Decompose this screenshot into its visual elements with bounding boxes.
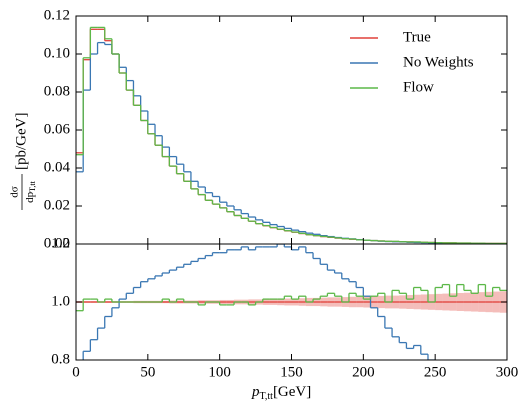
y-tick-label: 0.10	[44, 45, 70, 61]
plot-area	[76, 244, 507, 360]
ylabel-den-sub: T,tt	[28, 180, 37, 192]
plot-area	[76, 26, 507, 244]
frame	[75, 243, 508, 361]
legend-label: True	[403, 29, 431, 45]
y-axis-label: dσ dpT,tt [pb/GeV]	[9, 113, 37, 210]
y-tick-label: 0.06	[44, 121, 71, 137]
x-tick-label: 300	[496, 364, 519, 380]
y-tick-label: 0.02	[44, 197, 70, 213]
y-tick-label: 0.00	[44, 235, 70, 251]
legend-label: Flow	[403, 79, 434, 95]
frame	[75, 15, 508, 245]
x-axis-label: pT,tt[GeV]	[251, 384, 311, 402]
y-tick-label: 0.8	[51, 351, 70, 367]
xlabel-main: p	[251, 384, 260, 400]
legend-label: No Weights	[403, 54, 474, 70]
y-tick-label: 0.08	[44, 83, 70, 99]
x-tick-label: 100	[208, 364, 231, 380]
y-tick-label: 1.0	[51, 293, 70, 309]
xlabel-unit: [GeV]	[273, 384, 311, 400]
xlabel-sub: T,tt	[260, 391, 274, 402]
ylabel-unit: [pb/GeV]	[13, 113, 29, 170]
y-tick-label: 1.2	[51, 235, 70, 251]
y-tick-label: 0.12	[44, 7, 70, 23]
x-tick-label: 200	[352, 364, 375, 380]
x-tick-label: 150	[280, 364, 303, 380]
x-tick-label: 0	[72, 364, 80, 380]
y-tick-label: 0.04	[44, 159, 71, 175]
ylabel-numerator: dσ	[9, 186, 21, 198]
x-tick-label: 50	[140, 364, 155, 380]
ylabel-denominator: dpT,tt	[24, 180, 37, 203]
ylabel-den: dp	[24, 191, 36, 203]
x-tick-label: 250	[424, 364, 447, 380]
